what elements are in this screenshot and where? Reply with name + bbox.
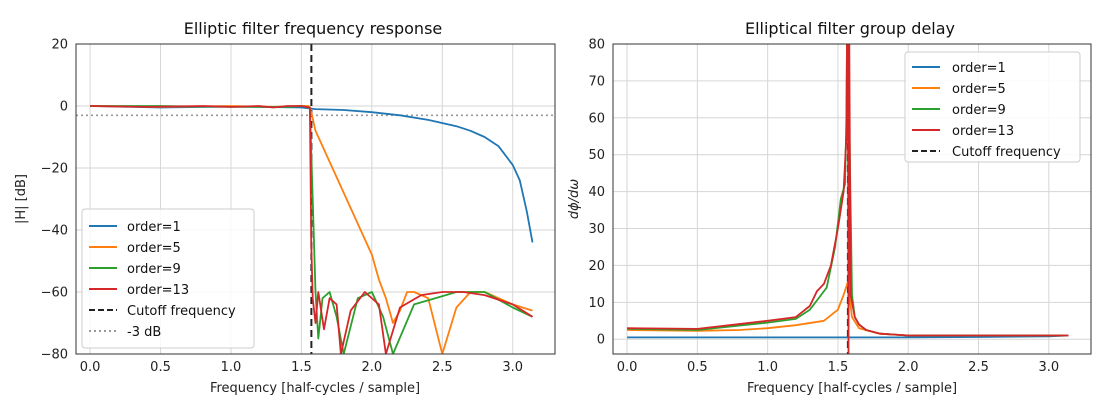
plot-area bbox=[76, 44, 555, 354]
plot-frame bbox=[75, 43, 556, 355]
y-axis-label: dϕ/dω bbox=[567, 179, 582, 219]
x-tick-label: 2.5 bbox=[432, 360, 453, 375]
y-tick-labels: 80 70 60 50 40 30 20 10 0 bbox=[588, 38, 605, 348]
y-tick-label: 80 bbox=[588, 38, 605, 53]
x-axis-label: Frequency [half-cycles / sample] bbox=[747, 381, 957, 396]
x-axis-label: Frequency [half-cycles / sample] bbox=[210, 381, 420, 396]
y-tick-label: 30 bbox=[588, 222, 605, 237]
y-tick-label: 70 bbox=[588, 74, 605, 89]
y-tick-label: 50 bbox=[588, 148, 605, 163]
x-tick-label: 3.0 bbox=[1038, 360, 1059, 375]
y-tick-label: 0 bbox=[597, 333, 605, 348]
series-line-order-13 bbox=[627, 44, 1069, 354]
legend-box bbox=[81, 208, 255, 349]
legend: order=1 order=5 order=9 order=13 Cutoff … bbox=[904, 51, 1081, 163]
y-tick-label: 20 bbox=[588, 259, 605, 274]
y-tick-label: −40 bbox=[41, 224, 68, 239]
x-tick-label: 0.0 bbox=[80, 360, 101, 375]
plot-frame bbox=[612, 43, 1092, 355]
legend-label-order-1: order=1 bbox=[127, 220, 181, 235]
x-tick-label: 0.5 bbox=[150, 360, 171, 375]
x-tick-label: 1.0 bbox=[757, 360, 778, 375]
legend-label-cutoff: Cutoff frequency bbox=[952, 145, 1061, 160]
y-tick-label: 20 bbox=[51, 38, 68, 53]
x-tick-label: 0.0 bbox=[617, 360, 638, 375]
series-line-order-1 bbox=[627, 334, 1069, 339]
series-line-order-13 bbox=[90, 105, 533, 354]
x-tick-labels: 0.0 0.5 1.0 1.5 2.0 2.5 3.0 bbox=[617, 360, 1059, 375]
chart-title: Elliptical filter group delay bbox=[745, 19, 955, 38]
legend-label-order-5: order=5 bbox=[127, 241, 181, 256]
y-tick-label: 40 bbox=[588, 185, 605, 200]
chart-title: Elliptic filter frequency response bbox=[184, 19, 443, 38]
legend-label-order-13: order=13 bbox=[952, 124, 1014, 139]
plot-area bbox=[627, 44, 1069, 354]
legend-label-order-9: order=9 bbox=[127, 262, 181, 277]
y-tick-labels: 20 0 −20 −40 −60 −80 bbox=[41, 38, 68, 363]
legend-label-order-13: order=13 bbox=[127, 283, 189, 298]
x-tick-labels: 0.0 0.5 1.0 1.5 2.0 2.5 3.0 bbox=[80, 360, 523, 375]
legend-label-order-1: order=1 bbox=[952, 61, 1006, 76]
legend-label-cutoff: Cutoff frequency bbox=[127, 304, 236, 319]
group-delay-chart: Elliptical filter group delay 0.0 0.5 1.0 1… bbox=[567, 19, 1092, 396]
x-tick-label: 1.5 bbox=[291, 360, 312, 375]
frequency-response-chart: Elliptic filter frequency response 0.0 0.… bbox=[14, 19, 556, 396]
legend-label-order-5: order=5 bbox=[952, 82, 1006, 97]
legend: order=1 order=5 order=9 order=13 Cutoff … bbox=[81, 208, 255, 349]
legend-label-3db: -3 dB bbox=[127, 325, 161, 340]
x-tick-label: 3.0 bbox=[502, 360, 523, 375]
x-tick-label: 2.0 bbox=[362, 360, 383, 375]
y-tick-label: −80 bbox=[41, 348, 68, 363]
x-tick-label: 0.5 bbox=[687, 360, 708, 375]
y-axis-label: |H| [dB] bbox=[14, 174, 29, 224]
y-tick-label: −20 bbox=[41, 162, 68, 177]
legend-box bbox=[904, 51, 1081, 163]
y-tick-label: −60 bbox=[41, 286, 68, 301]
x-tick-label: 2.0 bbox=[898, 360, 919, 375]
y-tick-label: 60 bbox=[588, 111, 605, 126]
y-tick-label: 10 bbox=[588, 296, 605, 311]
x-tick-label: 2.5 bbox=[968, 360, 989, 375]
x-tick-label: 1.5 bbox=[828, 360, 849, 375]
y-tick-label: 0 bbox=[60, 100, 68, 115]
legend-label-order-9: order=9 bbox=[952, 103, 1006, 118]
x-tick-label: 1.0 bbox=[221, 360, 242, 375]
